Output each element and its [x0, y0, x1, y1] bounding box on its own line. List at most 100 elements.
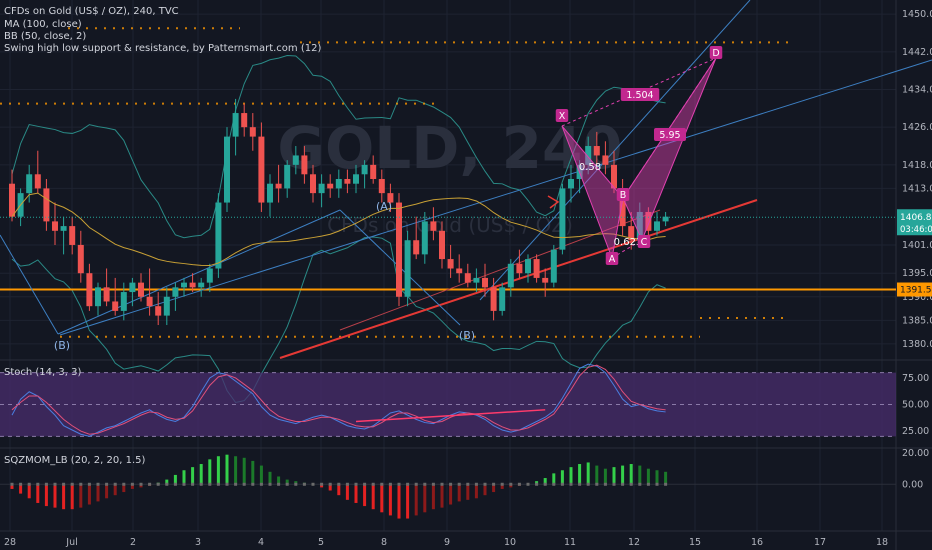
sqz-bar [646, 468, 650, 485]
sqz-bar [294, 481, 298, 485]
sqz-dot [277, 482, 281, 486]
stoch-k-line [11, 363, 666, 437]
sqz-bar [242, 457, 246, 485]
candle-body [611, 164, 617, 189]
sqz-dot [268, 482, 272, 486]
abc-leg [0, 234, 59, 335]
sqz-dot [466, 482, 470, 486]
candle-body [482, 277, 488, 288]
sqz-bar [345, 484, 349, 500]
harmonic-label-box [605, 252, 619, 265]
stochastic-pane [0, 363, 896, 437]
sqz-bar [259, 465, 263, 485]
sqz-bar [457, 484, 461, 502]
sqz-dot [535, 482, 539, 486]
candle-body [370, 164, 377, 179]
wave-label: (B) [54, 339, 70, 352]
sqz-bar [216, 456, 220, 485]
moving-average [11, 192, 666, 267]
candle-body [439, 230, 445, 260]
sqz-dot [655, 482, 659, 486]
sqz-dot [569, 482, 573, 486]
sqz-bar [612, 467, 616, 485]
sqz-dot [191, 482, 195, 486]
sqz-bar [603, 468, 607, 485]
price-tick-label: 1418.00 [902, 160, 932, 171]
sqz-bar [251, 460, 255, 485]
stoch-tick-label: 75.00 [902, 373, 929, 384]
price-tick-label: 1434.00 [902, 85, 932, 96]
candle-body [602, 155, 609, 165]
sqz-dot [603, 482, 607, 486]
time-tick-label: 28 [4, 537, 16, 548]
sqz-dot [53, 482, 57, 486]
candle-body [60, 226, 67, 231]
sqz-dot [320, 482, 324, 486]
harmonic-point-label: X [559, 111, 566, 122]
time-tick-label: 15 [689, 537, 701, 548]
sqz-bar [621, 465, 625, 485]
price-tick-label: 1450.00 [902, 9, 932, 20]
sqz-dot [517, 482, 521, 486]
candle-body [275, 183, 282, 189]
candle-body [335, 179, 342, 189]
candle-body [146, 296, 153, 307]
candle-body [542, 277, 549, 283]
watermark-symbol: GOLD, 240 [277, 114, 622, 182]
harmonic-point-label: C [641, 237, 648, 248]
candle-body [533, 259, 540, 278]
sqz-dot [526, 482, 530, 486]
sqz-bar [337, 484, 341, 496]
sqz-bar [474, 484, 478, 499]
sqz-dot [354, 482, 358, 486]
wave-label: (A) [376, 200, 392, 213]
sqz-dot [87, 482, 91, 486]
candle-body [516, 263, 523, 274]
stoch-divergence-line [355, 409, 546, 423]
sqz-dot [242, 482, 246, 486]
sqz-bar [199, 464, 203, 485]
sqz-bar [406, 484, 410, 519]
sqz-bar [440, 484, 444, 508]
sqz-bar [414, 484, 418, 516]
sqz-dot [406, 482, 410, 486]
sqz-bar [122, 484, 126, 493]
stoch-tick-label: 25.00 [902, 426, 929, 437]
candle-body [361, 164, 368, 175]
sqz-dot [216, 482, 220, 486]
sqz-tick-label: 20.00 [902, 448, 929, 459]
trend-line-red [279, 199, 758, 359]
sqz-dot [10, 482, 14, 486]
sqz-bar [397, 484, 401, 519]
sqz-dot [182, 482, 186, 486]
candle-body [292, 155, 299, 165]
sqz-bar [165, 479, 169, 485]
sqz-dot [474, 482, 478, 486]
sqz-dot [208, 482, 212, 486]
sqz-dot [199, 482, 203, 486]
sqz-bar [578, 464, 582, 485]
candle-body [267, 183, 273, 203]
time-tick-label: 12 [628, 537, 640, 548]
candle-body [26, 174, 33, 194]
candle-body [284, 164, 291, 189]
sqz-dot [225, 482, 229, 486]
sqz-label: SQZMOM_LB (20, 2, 20, 1.5) [4, 455, 146, 466]
candle-body [550, 249, 557, 283]
study-ma-label: MA (100, close) [4, 19, 82, 30]
sqz-bar [27, 484, 31, 499]
time-tick-label: 5 [318, 537, 324, 548]
candle-body [525, 259, 531, 274]
ratio-label: 0.623 [614, 237, 643, 248]
candle-body [378, 179, 385, 194]
arrow-marker [547, 195, 560, 209]
candle-body [163, 296, 170, 316]
candle-body [396, 202, 402, 297]
sqz-dot [552, 482, 556, 486]
candle-body [585, 146, 592, 165]
sqz-bar [638, 465, 642, 485]
candle-body [654, 221, 660, 231]
